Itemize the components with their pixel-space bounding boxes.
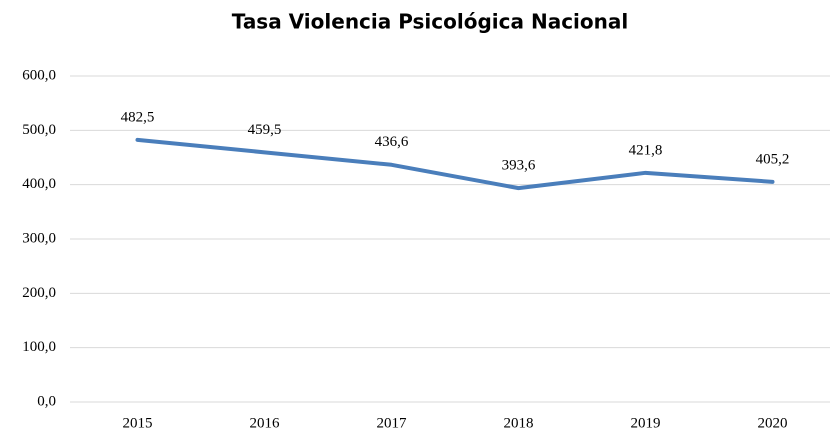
data-label: 421,8	[629, 142, 663, 158]
x-tick-label: 2019	[631, 415, 661, 431]
data-label: 436,6	[375, 134, 409, 150]
y-tick-label: 500,0	[22, 122, 56, 138]
data-label: 405,2	[756, 151, 790, 167]
chart-title: Tasa Violencia Psicológica Nacional	[232, 10, 629, 34]
data-label: 393,6	[502, 158, 536, 174]
x-tick-label: 2020	[758, 415, 788, 431]
y-tick-label: 600,0	[22, 67, 56, 83]
data-label: 482,5	[121, 109, 155, 125]
y-tick-label: 400,0	[22, 176, 56, 192]
data-label: 459,5	[248, 122, 282, 138]
x-tick-label: 2018	[504, 415, 534, 431]
y-tick-label: 300,0	[22, 230, 56, 246]
x-tick-label: 2016	[250, 415, 281, 431]
y-tick-label: 100,0	[22, 339, 56, 355]
x-tick-label: 2017	[377, 415, 408, 431]
y-tick-label: 200,0	[22, 285, 56, 301]
y-tick-label: 0,0	[37, 393, 56, 409]
line-series	[135, 137, 775, 191]
x-tick-label: 2015	[123, 415, 153, 431]
